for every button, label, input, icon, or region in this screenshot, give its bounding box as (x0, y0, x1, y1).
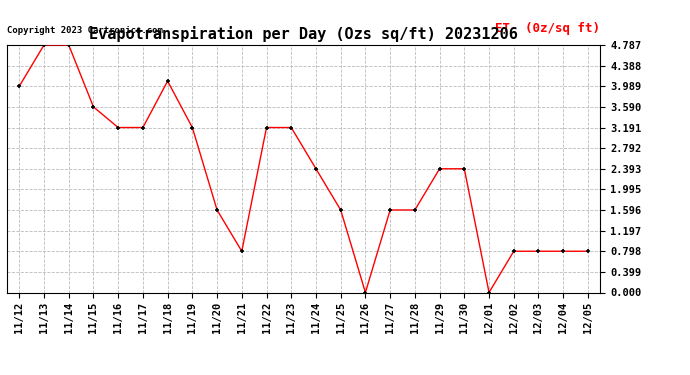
Point (162, 78, 173, 84)
Point (384, 207, 395, 213)
Point (360, 290, 371, 296)
Point (582, 248, 593, 254)
Point (212, 207, 223, 213)
Point (63, 42, 75, 48)
Point (484, 290, 495, 296)
Point (459, 166, 470, 172)
Point (533, 248, 544, 254)
Text: ET  (0z/sq ft): ET (0z/sq ft) (495, 22, 600, 35)
Point (236, 248, 247, 254)
Point (509, 248, 520, 254)
Point (137, 124, 148, 130)
Point (14, 83, 25, 89)
Title: Evapotranspiration per Day (Ozs sq/ft) 20231206: Evapotranspiration per Day (Ozs sq/ft) 2… (89, 27, 518, 42)
Point (434, 166, 445, 172)
Point (558, 248, 569, 254)
Text: Copyright 2023 Cartronics.com: Copyright 2023 Cartronics.com (7, 26, 163, 35)
Point (310, 166, 322, 172)
Point (112, 124, 124, 130)
Point (39, 42, 50, 48)
Point (187, 124, 198, 130)
Point (261, 124, 272, 130)
Point (286, 124, 297, 130)
Point (335, 207, 346, 213)
Point (88, 104, 99, 110)
Point (409, 207, 420, 213)
